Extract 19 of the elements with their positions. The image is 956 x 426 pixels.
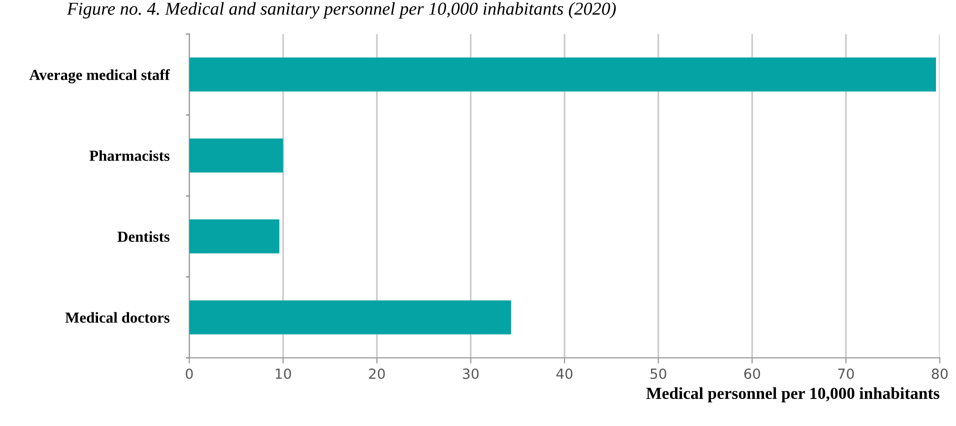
x-tick-label: 10 [276, 368, 292, 380]
bar [189, 138, 284, 172]
y-tick-label: Pharmacists [89, 150, 170, 161]
x-tick-label: 80 [932, 368, 948, 380]
y-tick-label: Medical doctors [65, 312, 170, 323]
x-tick-label: 50 [650, 368, 666, 380]
x-tick-label: 0 [186, 368, 193, 380]
bar [189, 58, 936, 92]
x-tick-label: 60 [744, 368, 760, 380]
x-tick-label: 70 [838, 368, 854, 380]
x-axis-title: Medical personnel per 10,000 inhabitants [646, 387, 940, 402]
bar [189, 300, 512, 334]
y-tick-label: Dentists [117, 231, 170, 242]
x-tick-label: 20 [369, 368, 385, 380]
x-tick-label: 40 [556, 368, 572, 380]
bar [189, 219, 280, 254]
y-tick-label: Average medical staff [29, 69, 170, 84]
x-tick-label: 30 [462, 368, 479, 380]
chart-title: Figure no. 4. Medical and sanitary personnel per 10,000 inhabitants (2020) [66, 2, 616, 19]
